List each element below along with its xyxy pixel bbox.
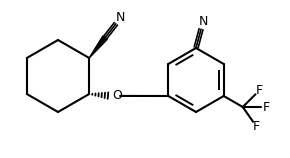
Text: F: F [263, 100, 270, 113]
Text: O: O [112, 89, 122, 102]
Polygon shape [89, 36, 107, 58]
Text: N: N [198, 15, 208, 28]
Text: F: F [253, 120, 260, 133]
Text: N: N [116, 11, 125, 24]
Text: F: F [256, 84, 263, 97]
